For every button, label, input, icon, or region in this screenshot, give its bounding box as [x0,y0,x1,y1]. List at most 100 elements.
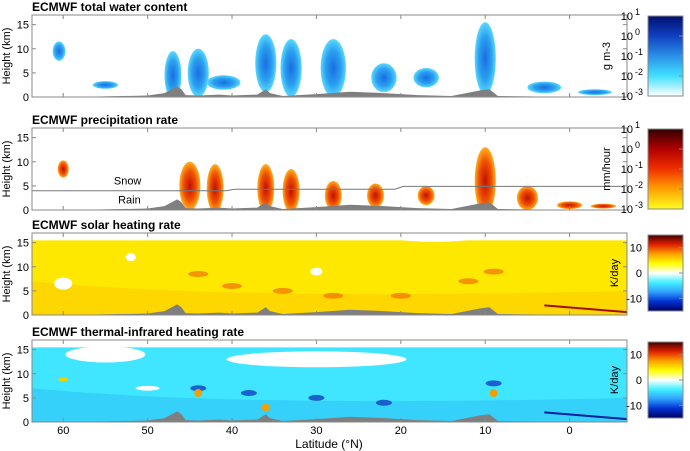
rain-label: Rain [118,195,141,207]
y-tick-label: 15 [17,133,29,145]
x-tick-label: 60 [57,425,69,437]
tick-exponent: -3 [635,87,643,97]
x-axis-label: Latitude (°N) [295,437,363,451]
tick-exponent: -2 [635,180,643,190]
cloud-region [255,34,277,93]
data-field [32,15,627,97]
colorbar-tick-label: 10 [630,350,642,362]
y-axis-label: Height (km) [1,141,13,198]
y-tick-label: 0 [23,92,29,104]
terrain [32,199,627,210]
clear-region [226,351,407,368]
y-tick-label: 10 [17,157,29,169]
cloud-region [527,81,562,94]
colorbar-tick-label: 10 [621,71,633,83]
y-tick-label: 5 [23,393,29,405]
heating-hotspot [222,283,243,290]
y-tick-label: 0 [23,417,29,429]
cooling-spot [190,385,207,392]
cooling-spot [485,380,502,387]
colorbar-tick-label: 10 [621,31,633,43]
cloud-region [324,181,342,210]
colorbar: 10 0 -10 K/day [609,234,684,312]
colorbar-label: mm/hour [601,147,613,191]
heating-hotspot [272,287,293,294]
panel-2: ECMWF precipitation rateSnowRain051015He… [1,113,684,217]
axes-frame [31,127,628,211]
colorbar-tick-label: 10 [621,124,633,136]
cooling-spot [308,394,325,401]
x-tick-label: 50 [141,425,153,437]
cloud-region [320,39,346,97]
data-field [32,128,627,210]
heating-spot [261,403,270,412]
heating-hotspot [188,271,209,277]
cloud-region [187,48,209,97]
y-tick-label: 10 [17,369,29,381]
tick-exponent: -3 [635,200,643,210]
y-axis-label: Height (km) [1,28,13,85]
y-axis-label: Height (km) [1,246,13,303]
colorbar-label: K/day [609,365,621,394]
terrain [32,304,627,315]
y-tick-label: 15 [17,20,29,32]
axes-frame [31,232,628,316]
cloud-region [516,185,538,210]
cloud-region [257,164,275,210]
terrain [32,411,627,422]
colorbar-tick-label: 0 [636,375,642,387]
cloud-region [179,161,201,210]
colorbar-tick-label: 10 [621,164,633,176]
freezing-level-line [32,185,623,192]
tick-exponent: -2 [635,67,643,77]
panel-3: ECMWF solar heating rate 0 5 10 15 Height (km… [1,218,684,322]
panel-title: ECMWF thermal-infrared heating rate [32,325,244,339]
cloud-region [367,183,384,208]
axes-frame [31,14,628,98]
y-tick-label: 10 [17,262,29,274]
x-tick-label: 20 [395,425,407,437]
tick-exponent: 0 [635,140,640,150]
tick-exponent: -1 [635,160,643,170]
colorbar-gradient [647,15,684,97]
colorbar-tick-label: 10 [621,51,633,63]
cloud-region [206,75,241,90]
colorbar-tick-label: 10 [621,204,633,216]
cloud-region [474,147,496,210]
tick-base: 10 [621,184,633,196]
heating-streak [544,304,627,314]
heating-hotspot [458,278,479,285]
cloud-region [280,39,302,97]
heating-hotspot [323,292,344,299]
x-tick-label: 30 [310,425,322,437]
colorbar-tick-label: -10 [626,400,642,412]
y-tick-label: 5 [23,181,29,193]
colorbar-label: K/day [609,258,621,287]
heating-hotspot [483,268,504,275]
tick-base: 10 [621,51,633,63]
tick-base: 10 [621,11,633,23]
y-tick-label: 0 [23,205,29,217]
y-tick-label: 15 [17,345,29,357]
y-axis-label: Height (km) [1,353,13,410]
clear-region [135,385,160,391]
cloud-region [474,22,496,95]
cloud-region [413,68,439,88]
panel-4: ECMWF thermal-infrared heating rate 0 5 10 1… [1,325,684,437]
tick-base: 10 [621,31,633,43]
colorbar-gradient [647,128,684,210]
colorbar-tick-label: 10 [630,243,642,255]
x-tick-label: 0 [567,425,573,437]
terrain [32,86,627,97]
y-tick-label: 0 [23,310,29,322]
tick-base: 10 [621,144,633,156]
tick-exponent: 1 [635,7,640,17]
tick-exponent: 0 [635,27,640,37]
above-model-top [32,233,627,241]
cloud-region [57,160,69,178]
y-tick-label: 5 [23,68,29,80]
tick-base: 10 [621,124,633,136]
cooling-streak [544,411,627,421]
cloud-region [164,51,182,97]
